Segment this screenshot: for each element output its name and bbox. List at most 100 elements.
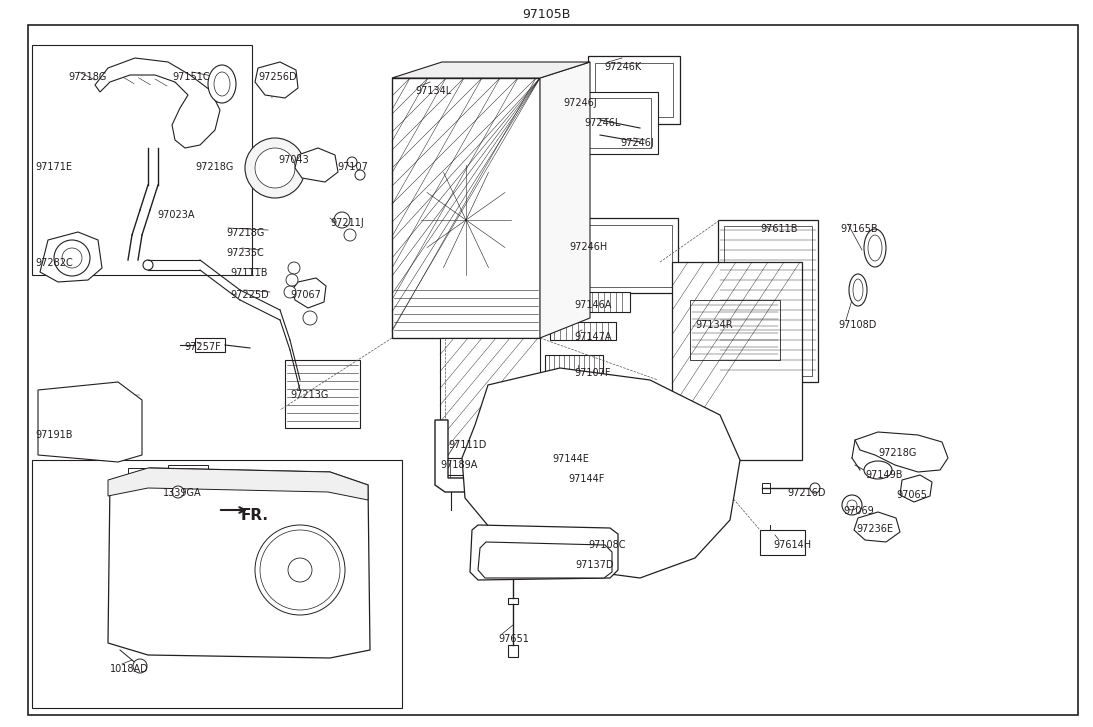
Text: 97256D: 97256D	[258, 72, 296, 82]
Ellipse shape	[214, 72, 230, 96]
Text: 97614H: 97614H	[773, 540, 811, 550]
Bar	[440, 338, 540, 458]
Text: 97282C: 97282C	[35, 258, 73, 268]
Bar	[285, 360, 360, 428]
Text: 97144F: 97144F	[568, 474, 604, 484]
Polygon shape	[540, 62, 590, 338]
Polygon shape	[38, 382, 142, 462]
Bar	[559, 218, 678, 293]
Circle shape	[62, 248, 82, 268]
Ellipse shape	[849, 274, 867, 306]
Text: 97171E: 97171E	[35, 162, 72, 172]
Text: 97191B: 97191B	[35, 430, 72, 440]
Text: 97149B: 97149B	[865, 470, 903, 480]
Polygon shape	[470, 525, 618, 580]
Polygon shape	[855, 432, 948, 472]
Text: 97105B: 97105B	[522, 7, 571, 20]
Circle shape	[172, 486, 184, 498]
Text: 97611B: 97611B	[760, 224, 798, 234]
Bar	[508, 645, 518, 657]
Bar	[588, 56, 680, 124]
Bar	[571, 92, 658, 154]
Circle shape	[346, 157, 357, 167]
Text: 97246K: 97246K	[604, 62, 642, 72]
Circle shape	[344, 229, 356, 241]
Text: 97218G: 97218G	[68, 72, 106, 82]
Text: 97225D: 97225D	[230, 290, 269, 300]
Text: 97023A: 97023A	[157, 210, 195, 220]
Bar	[195, 338, 225, 352]
Polygon shape	[255, 62, 298, 98]
Circle shape	[303, 311, 317, 325]
Bar	[760, 530, 806, 555]
Text: 97151C: 97151C	[172, 72, 210, 82]
Polygon shape	[95, 58, 220, 148]
Polygon shape	[292, 278, 326, 308]
Circle shape	[245, 138, 305, 198]
Ellipse shape	[853, 279, 863, 301]
Text: 97146A: 97146A	[574, 300, 611, 310]
Bar	[502, 420, 557, 450]
Polygon shape	[435, 420, 492, 492]
Text: 97651: 97651	[498, 634, 529, 644]
Bar	[690, 300, 780, 360]
Text: 97257F: 97257F	[184, 342, 221, 352]
Circle shape	[133, 659, 146, 673]
Circle shape	[255, 148, 295, 188]
Text: 97189A: 97189A	[440, 460, 478, 470]
Polygon shape	[854, 512, 900, 542]
Polygon shape	[295, 148, 338, 182]
Ellipse shape	[868, 235, 882, 261]
Bar	[595, 63, 673, 117]
Ellipse shape	[208, 65, 236, 103]
Bar	[559, 292, 630, 312]
Circle shape	[286, 274, 298, 286]
Circle shape	[255, 525, 345, 615]
Bar	[762, 483, 769, 493]
Bar	[508, 598, 518, 604]
Polygon shape	[392, 62, 590, 78]
Bar	[718, 220, 818, 382]
Bar	[168, 465, 208, 479]
Ellipse shape	[863, 229, 886, 267]
Text: 97107: 97107	[337, 162, 368, 172]
Text: 97211J: 97211J	[330, 218, 364, 228]
Circle shape	[287, 558, 312, 582]
Text: 1018AD: 1018AD	[110, 664, 149, 674]
Text: 97108C: 97108C	[588, 540, 625, 550]
Polygon shape	[462, 368, 740, 578]
Circle shape	[810, 483, 820, 493]
Bar	[32, 45, 252, 275]
Circle shape	[334, 212, 350, 228]
Text: 97111B: 97111B	[230, 268, 268, 278]
Circle shape	[284, 286, 296, 298]
Text: 97246J: 97246J	[620, 138, 654, 148]
Ellipse shape	[863, 461, 892, 479]
Text: 97216D: 97216D	[787, 488, 825, 498]
Text: 97165B: 97165B	[841, 224, 878, 234]
Text: 97043: 97043	[278, 155, 308, 165]
Text: 97246J: 97246J	[563, 98, 597, 108]
Text: 97218G: 97218G	[226, 228, 265, 238]
Bar	[577, 98, 651, 148]
Text: 97134L: 97134L	[415, 86, 451, 96]
Bar	[672, 262, 802, 460]
Polygon shape	[900, 475, 932, 502]
Polygon shape	[478, 542, 612, 578]
Polygon shape	[40, 232, 102, 282]
Circle shape	[287, 262, 299, 274]
Text: 97235C: 97235C	[226, 248, 263, 258]
Bar	[564, 225, 672, 287]
Text: 97218G: 97218G	[878, 448, 916, 458]
Text: 97147A: 97147A	[574, 332, 611, 342]
Bar	[505, 462, 553, 490]
Text: FR.: FR.	[240, 508, 269, 523]
Text: 97144E: 97144E	[552, 454, 589, 464]
Bar	[392, 78, 540, 338]
Bar	[128, 468, 158, 482]
Bar	[724, 226, 812, 376]
Text: 97108D: 97108D	[838, 320, 877, 330]
Text: 97067: 97067	[290, 290, 321, 300]
Text: 97111D: 97111D	[448, 440, 486, 450]
Text: 97213G: 97213G	[290, 390, 328, 400]
